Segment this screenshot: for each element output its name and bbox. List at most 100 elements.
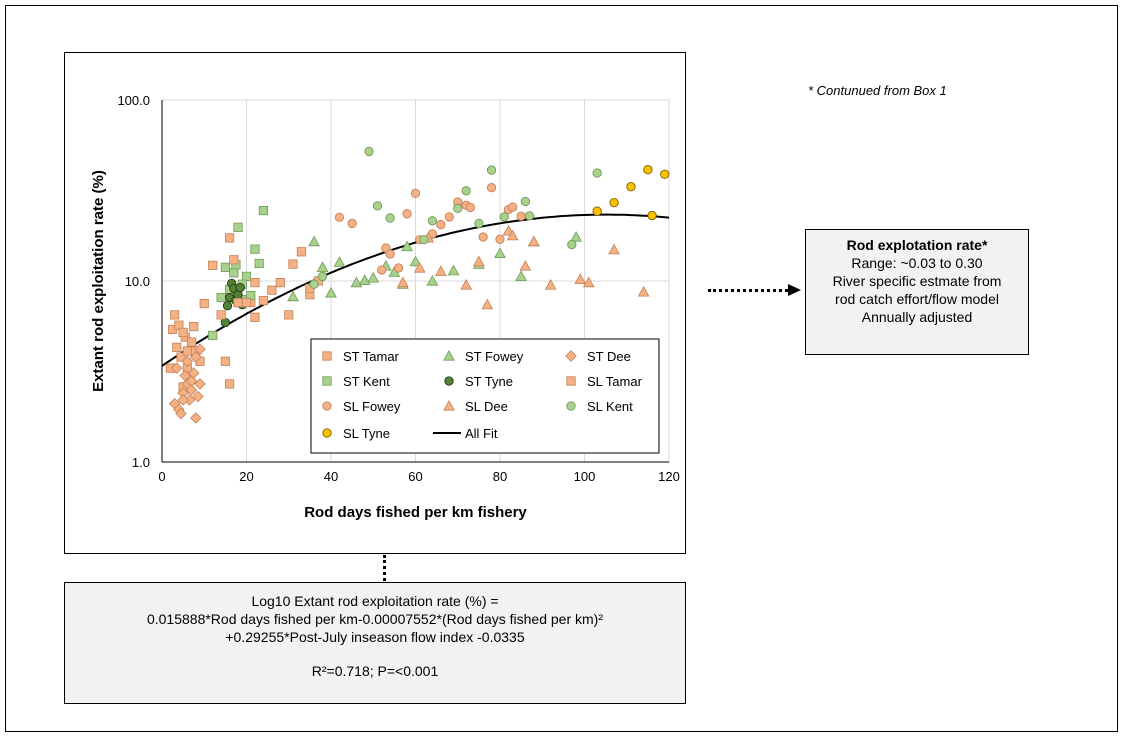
legend-box: [310, 338, 660, 454]
point-sl-kent: [499, 212, 509, 222]
fit-line-layer: [161, 213, 670, 367]
legend-label-st-fowey: ST Fowey: [465, 349, 524, 364]
point-st-fowey: [358, 274, 371, 285]
point-sl-tyne: [626, 182, 636, 192]
legend-label-st-tyne: ST Tyne: [465, 374, 513, 389]
point-sl-kent: [474, 218, 484, 229]
point-sl-kent: [453, 203, 463, 213]
point-sl-dee: [506, 229, 519, 241]
point-sl-dee: [519, 259, 532, 271]
equation-line-1: Log10 Extant rod exploitation rate (%) =: [251, 593, 499, 609]
point-sl-kent: [592, 168, 602, 178]
point-st-tamar: [176, 352, 186, 362]
legend-swatch-st-dee: [565, 350, 577, 362]
point-sl-tamar: [178, 327, 188, 338]
point-st-kent: [254, 258, 264, 269]
point-sl-kent: [524, 211, 535, 221]
point-sl-tamar: [216, 310, 226, 320]
y-tick-label: 100.0: [117, 93, 150, 108]
point-st-tamar: [296, 247, 307, 257]
point-sl-kent: [427, 216, 438, 226]
point-st-dee: [194, 378, 206, 390]
point-sl-fowey: [444, 212, 454, 222]
point-st-kent: [250, 244, 260, 254]
point-sl-tamar: [189, 321, 199, 332]
point-st-tamar: [275, 277, 285, 288]
point-sl-dee: [413, 261, 426, 273]
point-st-dee: [171, 362, 183, 374]
point-st-kent: [258, 205, 268, 216]
continued-note: * Contunued from Box 1: [808, 83, 947, 98]
point-st-fowey: [308, 235, 320, 247]
equation-box: Log10 Extant rod exploitation rate (%) =…: [64, 582, 686, 704]
legend-swatch-sl-fowey: [322, 401, 332, 411]
figure-frame: [5, 5, 1118, 732]
point-sl-tamar: [284, 310, 294, 320]
point-st-tyne: [220, 317, 231, 328]
point-sl-kent: [385, 213, 395, 223]
rod-exploitation-box: Rod explotation rate* Range: ~0.03 to 0.…: [805, 229, 1029, 355]
point-sl-dee: [544, 279, 557, 290]
point-st-tamar: [186, 337, 197, 347]
point-st-fowey: [447, 264, 460, 276]
point-st-kent: [233, 222, 243, 232]
point-st-dee: [177, 394, 189, 406]
y-axis-title: Extant rod exploitation rate (%): [90, 170, 107, 392]
point-sl-kent: [567, 239, 577, 250]
fit-line: [161, 213, 670, 367]
point-sl-fowey: [436, 219, 446, 230]
x-tick-label: 80: [493, 469, 507, 484]
rod-box-line-2: River specific estmate from: [832, 273, 1002, 289]
point-st-dee: [181, 355, 194, 368]
arrow-right-icon: [788, 284, 801, 296]
legend-label-all-fit: All Fit: [465, 426, 498, 441]
point-sl-tyne: [609, 197, 619, 208]
x-tick-label: 0: [158, 469, 165, 484]
point-sl-tamar: [229, 255, 239, 265]
legend-swatch-sl-kent: [566, 401, 576, 411]
point-st-fowey: [409, 255, 422, 267]
rod-box-title: Rod explotation rate*: [846, 237, 988, 253]
scatter-chart: 0 20 40 60 80 100 120 1.0 10.0 100.0 Rod days fish…: [90, 93, 680, 521]
rod-box-range: Range: ~0.03 to 0.30: [851, 255, 983, 271]
point-sl-fowey: [334, 212, 345, 222]
point-sl-tamar: [267, 285, 277, 295]
point-sl-dee: [527, 235, 540, 247]
point-st-dee: [187, 367, 200, 379]
point-sl-fowey: [410, 188, 421, 198]
point-sl-tamar: [250, 277, 260, 288]
legend-label-sl-dee: SL Dee: [465, 399, 508, 414]
point-sl-tamar: [224, 233, 235, 243]
point-st-tamar: [258, 295, 268, 306]
legend-label-st-tamar: ST Tamar: [343, 349, 400, 364]
rod-box-line-3: rod catch effort/flow model: [835, 291, 999, 307]
point-sl-fowey: [508, 202, 518, 212]
dotted-connector-vertical: [383, 555, 386, 581]
point-sl-kent: [372, 201, 383, 211]
point-st-kent: [241, 271, 252, 282]
point-sl-fowey: [465, 202, 476, 213]
point-sl-fowey: [478, 232, 488, 242]
equation-stats: R²=0.718; P=<0.001: [311, 663, 439, 679]
point-st-fowey: [287, 290, 299, 302]
point-st-dee: [194, 343, 206, 355]
point-st-tyne: [235, 282, 245, 293]
legend-swatch-st-tyne: [444, 376, 454, 386]
equation-line-2: 0.015888*Rod days fished per km-0.000075…: [146, 611, 604, 627]
point-sl-fowey: [495, 234, 505, 244]
point-sl-tamar: [233, 297, 243, 308]
legend-swatch-sl-dee: [443, 399, 455, 411]
point-st-tamar: [250, 312, 260, 322]
legend-swatch-st-fowey: [443, 349, 455, 361]
rod-box-line-4: Annually adjusted: [861, 309, 973, 325]
point-sl-fowey: [347, 218, 357, 229]
point-sl-kent: [317, 271, 328, 282]
point-sl-dee: [574, 273, 587, 285]
legend-label-sl-fowey: SL Fowey: [343, 399, 401, 414]
legend-swatch-st-kent: [322, 376, 332, 386]
x-tick-label: 120: [658, 469, 680, 484]
point-st-kent: [220, 262, 230, 272]
chart-panel: 0 20 40 60 80 100 120 1.0 10.0 100.0 Rod days fish…: [64, 52, 686, 554]
point-sl-kent: [486, 165, 497, 175]
x-axis-title: Rod days fished per km fishery: [304, 504, 527, 521]
